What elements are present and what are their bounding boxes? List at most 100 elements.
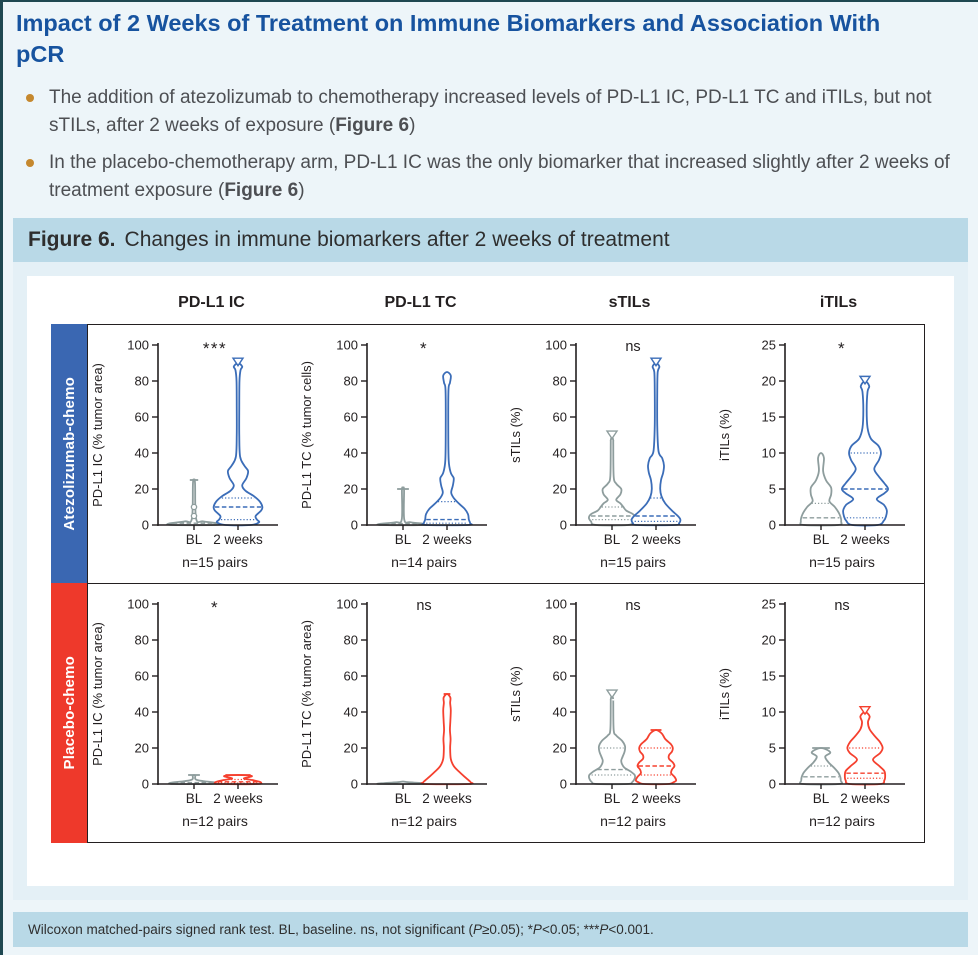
y-tick-label: 20 (135, 740, 149, 755)
y-tick-label: 100 (545, 338, 567, 353)
figure-label: Figure 6. (28, 228, 116, 252)
y-tick-label: 20 (762, 632, 776, 647)
y-axis-label: iTILs (%) (717, 668, 732, 720)
axes: 0 20 40 60 80 100 BL 2 weeks (127, 596, 278, 806)
row-bar-label: Placebo-chemo (60, 655, 78, 770)
y-tick-label: 60 (135, 410, 149, 425)
y-axis-label: PD-L1 TC (% tumor cells) (299, 361, 314, 509)
x-tick-label: 2 weeks (213, 791, 263, 806)
y-tick-label: 100 (545, 596, 567, 611)
y-tick-label: 100 (336, 338, 358, 353)
row-bar-label: Atezolizumab-chemo (60, 377, 78, 532)
y-tick-label: 10 (762, 446, 776, 461)
violin-subplot-itils: 0 5 10 15 20 25 BL 2 weeks iTILs (%) * n=15 pairs (717, 338, 905, 570)
n-pairs-label: n=12 pairs (182, 813, 248, 829)
y-tick-label: 5 (769, 482, 776, 497)
violin-bl (588, 689, 636, 785)
bullet-marker-icon (26, 159, 34, 168)
y-tick-label: 40 (135, 446, 149, 461)
significance-label: * (211, 598, 219, 617)
violin-bl (588, 430, 636, 527)
significance-label: * (838, 339, 846, 358)
y-tick-label: 40 (344, 704, 358, 719)
significance-label: *** (203, 339, 227, 358)
x-tick-label: 2 weeks (631, 791, 681, 806)
x-tick-label: BL (395, 791, 412, 806)
column-title: iTILs (819, 294, 858, 312)
figure-panel: PD-L1 IC PD-L1 TC sTILs iTILs Atezolizumab-… (27, 276, 954, 887)
triangle-marker-icon (858, 375, 872, 386)
bullet-list: The addition of atezolizumab to chemothe… (19, 84, 962, 204)
violin-bl (168, 773, 220, 785)
y-tick-label: 15 (762, 668, 776, 683)
y-axis-label: sTILs (%) (508, 407, 523, 463)
y-tick-label: 40 (553, 704, 567, 719)
y-tick-label: 0 (560, 518, 567, 533)
axes: 0 5 10 15 20 25 BL 2 weeks (762, 338, 905, 547)
x-tick-label: BL (186, 791, 203, 806)
y-tick-label: 0 (560, 776, 567, 791)
y-tick-label: 20 (135, 482, 149, 497)
x-tick-label: BL (813, 791, 830, 806)
x-tick-label: 2 weeks (422, 791, 472, 806)
axes: 0 20 40 60 80 100 BL 2 weeks (545, 338, 696, 547)
page-title: Impact of 2 Weeks of Treatment on Immune… (16, 10, 881, 68)
y-tick-label: 0 (142, 776, 149, 791)
y-tick-label: 0 (351, 518, 358, 533)
y-tick-label: 0 (142, 518, 149, 533)
violin-2-weeks (420, 692, 474, 785)
axes: 0 20 40 60 80 100 BL 2 weeks (127, 338, 278, 547)
bullet-item: In the placebo-chemotherapy arm, PD-L1 I… (19, 149, 954, 204)
significance-label: ns (625, 598, 640, 614)
y-tick-label: 25 (762, 596, 776, 611)
x-tick-label: BL (604, 532, 621, 547)
violin-bl (166, 478, 222, 527)
y-tick-label: 0 (769, 518, 776, 533)
violin-bl (799, 452, 843, 527)
y-tick-label: 80 (135, 374, 149, 389)
triangle-marker-icon (649, 357, 663, 368)
circle-marker-icon (190, 503, 198, 511)
y-axis-label: PD-L1 IC (% tumor area) (90, 622, 105, 766)
violin-2-weeks (634, 728, 678, 785)
y-tick-label: 20 (344, 482, 358, 497)
x-tick-label: BL (813, 532, 830, 547)
y-tick-label: 100 (127, 338, 149, 353)
significance-label: ns (416, 598, 431, 614)
violin-2-weeks (630, 357, 682, 527)
triangle-marker-icon (605, 430, 619, 441)
column-title: PD-L1 TC (384, 294, 457, 312)
figure-header: Figure 6. Changes in immune biomarkers a… (13, 218, 968, 263)
y-tick-label: 20 (762, 374, 776, 389)
column-title: PD-L1 IC (178, 294, 245, 312)
row-bar: Atezolizumab-chemo (51, 324, 87, 585)
bullet-text: The addition of atezolizumab to chemothe… (49, 87, 932, 136)
y-tick-label: 60 (553, 668, 567, 683)
violin-subplot-pd-l1-tc: 0 20 40 60 80 100 BL 2 weeks PD-L1 TC (% tumor c… (299, 338, 487, 570)
violin-subplot-pd-l1-ic: 0 20 40 60 80 100 BL 2 weeks PD-L1 IC (% tumor a… (90, 338, 278, 570)
violin-2-weeks (421, 371, 473, 527)
x-tick-label: 2 weeks (422, 532, 472, 547)
violin-subplot-stils: 0 20 40 60 80 100 BL 2 weeks sTILs (%) ns n=12 pai… (508, 596, 696, 829)
figure-caption: Changes in immune biomarkers after 2 wee… (124, 228, 670, 252)
x-tick-label: BL (395, 532, 412, 547)
n-pairs-label: n=14 pairs (391, 554, 457, 570)
axes: 0 20 40 60 80 100 BL 2 weeks (545, 596, 696, 806)
violin-2-weeks (843, 705, 887, 785)
y-tick-label: 80 (344, 374, 358, 389)
y-axis-label: PD-L1 TC (% tumor area) (299, 620, 314, 768)
y-tick-label: 25 (762, 338, 776, 353)
violin-2-weeks (213, 773, 263, 785)
y-tick-label: 40 (135, 704, 149, 719)
n-pairs-label: n=15 pairs (600, 554, 666, 570)
x-tick-label: 2 weeks (213, 532, 263, 547)
plot-box: 0 20 40 60 80 100 BL 2 weeks PD-L1 IC (% tumor a… (87, 324, 925, 585)
column-title: sTILs (608, 294, 651, 312)
row-bar: Placebo-chemo (51, 582, 87, 843)
y-axis-label: iTILs (%) (717, 409, 732, 461)
y-tick-label: 60 (135, 668, 149, 683)
x-tick-label: BL (604, 791, 621, 806)
triangle-marker-icon (231, 357, 245, 368)
violin-subplot-pd-l1-tc: 0 20 40 60 80 100 BL 2 weeks PD-L1 TC (% tumor a… (299, 596, 487, 829)
